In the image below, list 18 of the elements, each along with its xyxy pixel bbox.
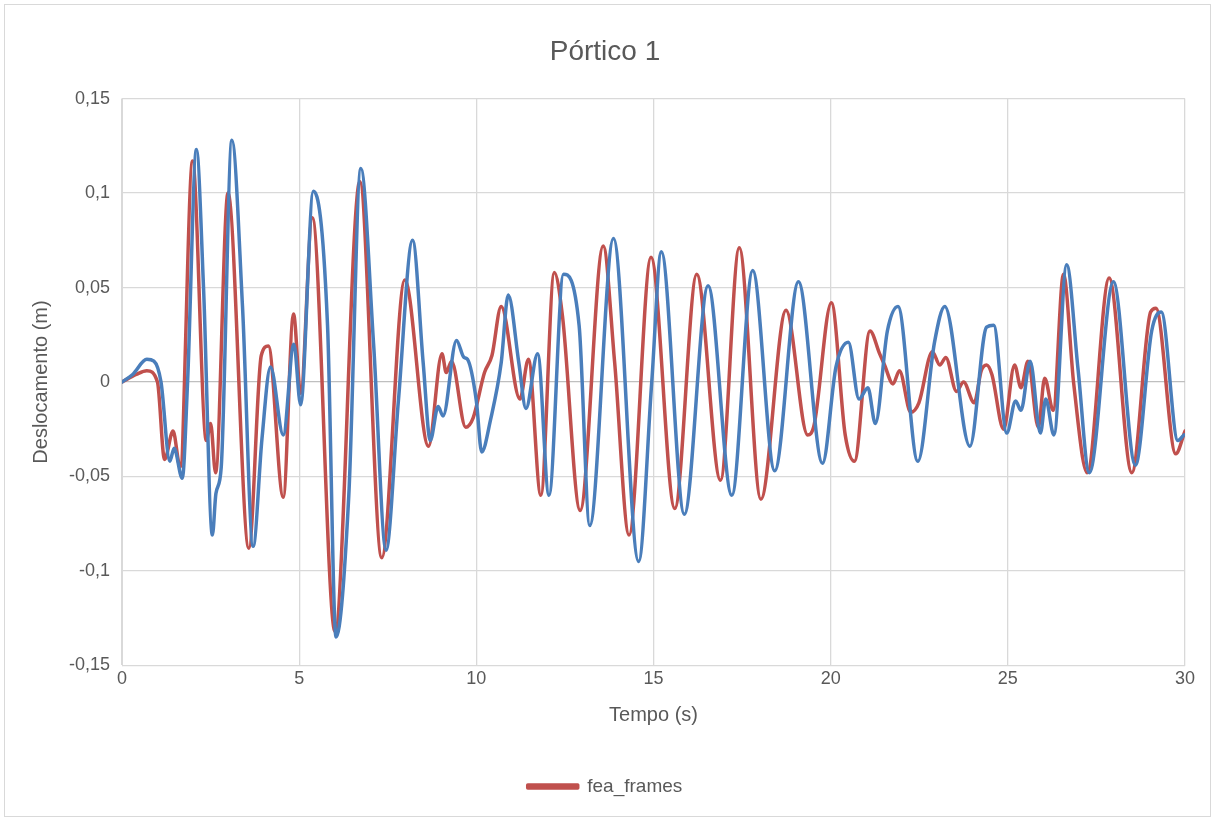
y-tick-label: -0,1 [79,559,111,580]
x-tick-label: 5 [294,668,305,689]
y-tick-label: 0,1 [85,182,111,203]
legend-label: fea_frames [587,774,683,797]
y-tick-label: 0,15 [74,87,111,108]
y-tick-label: -0,15 [69,654,111,675]
chart-title: Pórtico 1 [549,34,661,66]
x-tick-label: 10 [466,668,487,689]
x-tick-label: 30 [1174,668,1196,689]
y-tick-label: 0 [100,370,111,391]
x-tick-label: 25 [997,668,1018,689]
y-axis-title: Deslocamento (m) [28,300,51,464]
y-tick-label: 0,05 [74,276,111,297]
x-tick-label: 0 [117,668,128,689]
y-tick-label: -0,05 [69,465,111,486]
x-tick-label: 20 [820,668,841,689]
x-tick-label: 15 [643,668,664,689]
x-axis-title: Tempo (s) [609,702,698,725]
